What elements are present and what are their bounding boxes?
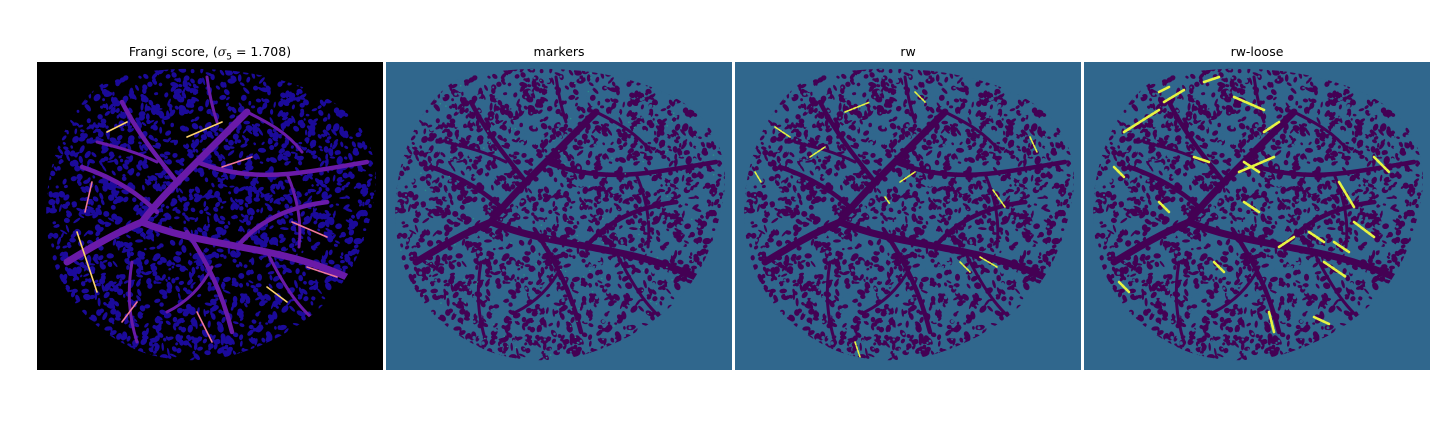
panel-title-rw: rw (900, 44, 916, 59)
panel-title-frangi: Frangi score, (σ5 = 1.708) (128, 44, 292, 63)
markers-canvas (386, 62, 732, 370)
rw-loose-image (1084, 62, 1430, 370)
frangi-canvas (37, 62, 383, 370)
panel-title-markers: markers (533, 44, 585, 59)
rw-canvas (735, 62, 1081, 370)
rw-loose-canvas (1084, 62, 1430, 370)
panel-title-rw-loose: rw-loose (1230, 44, 1284, 59)
markers-image (386, 62, 732, 370)
rw-image (735, 62, 1081, 370)
frangi-image (37, 62, 383, 370)
